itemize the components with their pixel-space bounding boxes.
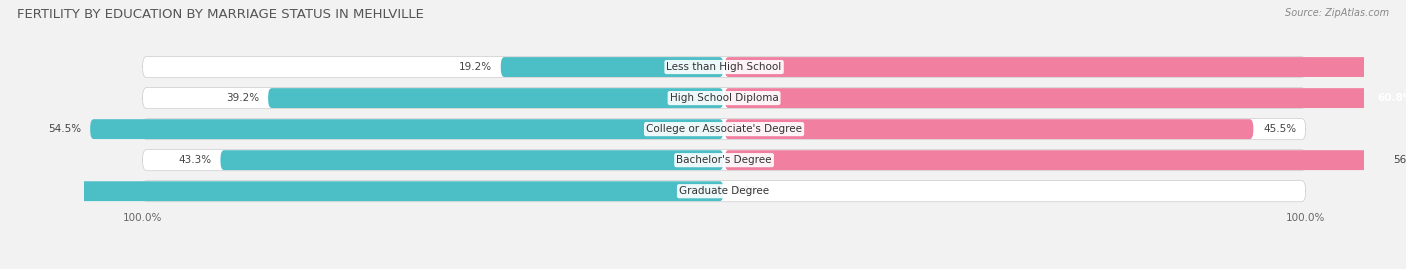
FancyBboxPatch shape [269,88,724,108]
Text: 43.3%: 43.3% [179,155,211,165]
FancyBboxPatch shape [0,181,724,201]
Text: Source: ZipAtlas.com: Source: ZipAtlas.com [1285,8,1389,18]
Text: Bachelor's Degree: Bachelor's Degree [676,155,772,165]
FancyBboxPatch shape [221,150,724,170]
FancyBboxPatch shape [142,181,1306,202]
FancyBboxPatch shape [142,119,1306,140]
FancyBboxPatch shape [142,87,1306,109]
Text: Less than High School: Less than High School [666,62,782,72]
Text: 39.2%: 39.2% [226,93,259,103]
Text: High School Diploma: High School Diploma [669,93,779,103]
Text: FERTILITY BY EDUCATION BY MARRIAGE STATUS IN MEHLVILLE: FERTILITY BY EDUCATION BY MARRIAGE STATU… [17,8,423,21]
Text: College or Associate's Degree: College or Associate's Degree [647,124,801,134]
FancyBboxPatch shape [724,88,1406,108]
FancyBboxPatch shape [501,57,724,77]
Text: 60.8%: 60.8% [1378,93,1406,103]
Text: 19.2%: 19.2% [458,62,492,72]
FancyBboxPatch shape [724,57,1406,77]
FancyBboxPatch shape [724,150,1384,170]
Text: 54.5%: 54.5% [48,124,82,134]
Text: 56.7%: 56.7% [1393,155,1406,165]
Text: 0.0%: 0.0% [734,186,761,196]
FancyBboxPatch shape [142,150,1306,171]
Text: Graduate Degree: Graduate Degree [679,186,769,196]
FancyBboxPatch shape [142,56,1306,77]
FancyBboxPatch shape [90,119,724,139]
FancyBboxPatch shape [724,119,1253,139]
Text: 45.5%: 45.5% [1264,124,1296,134]
